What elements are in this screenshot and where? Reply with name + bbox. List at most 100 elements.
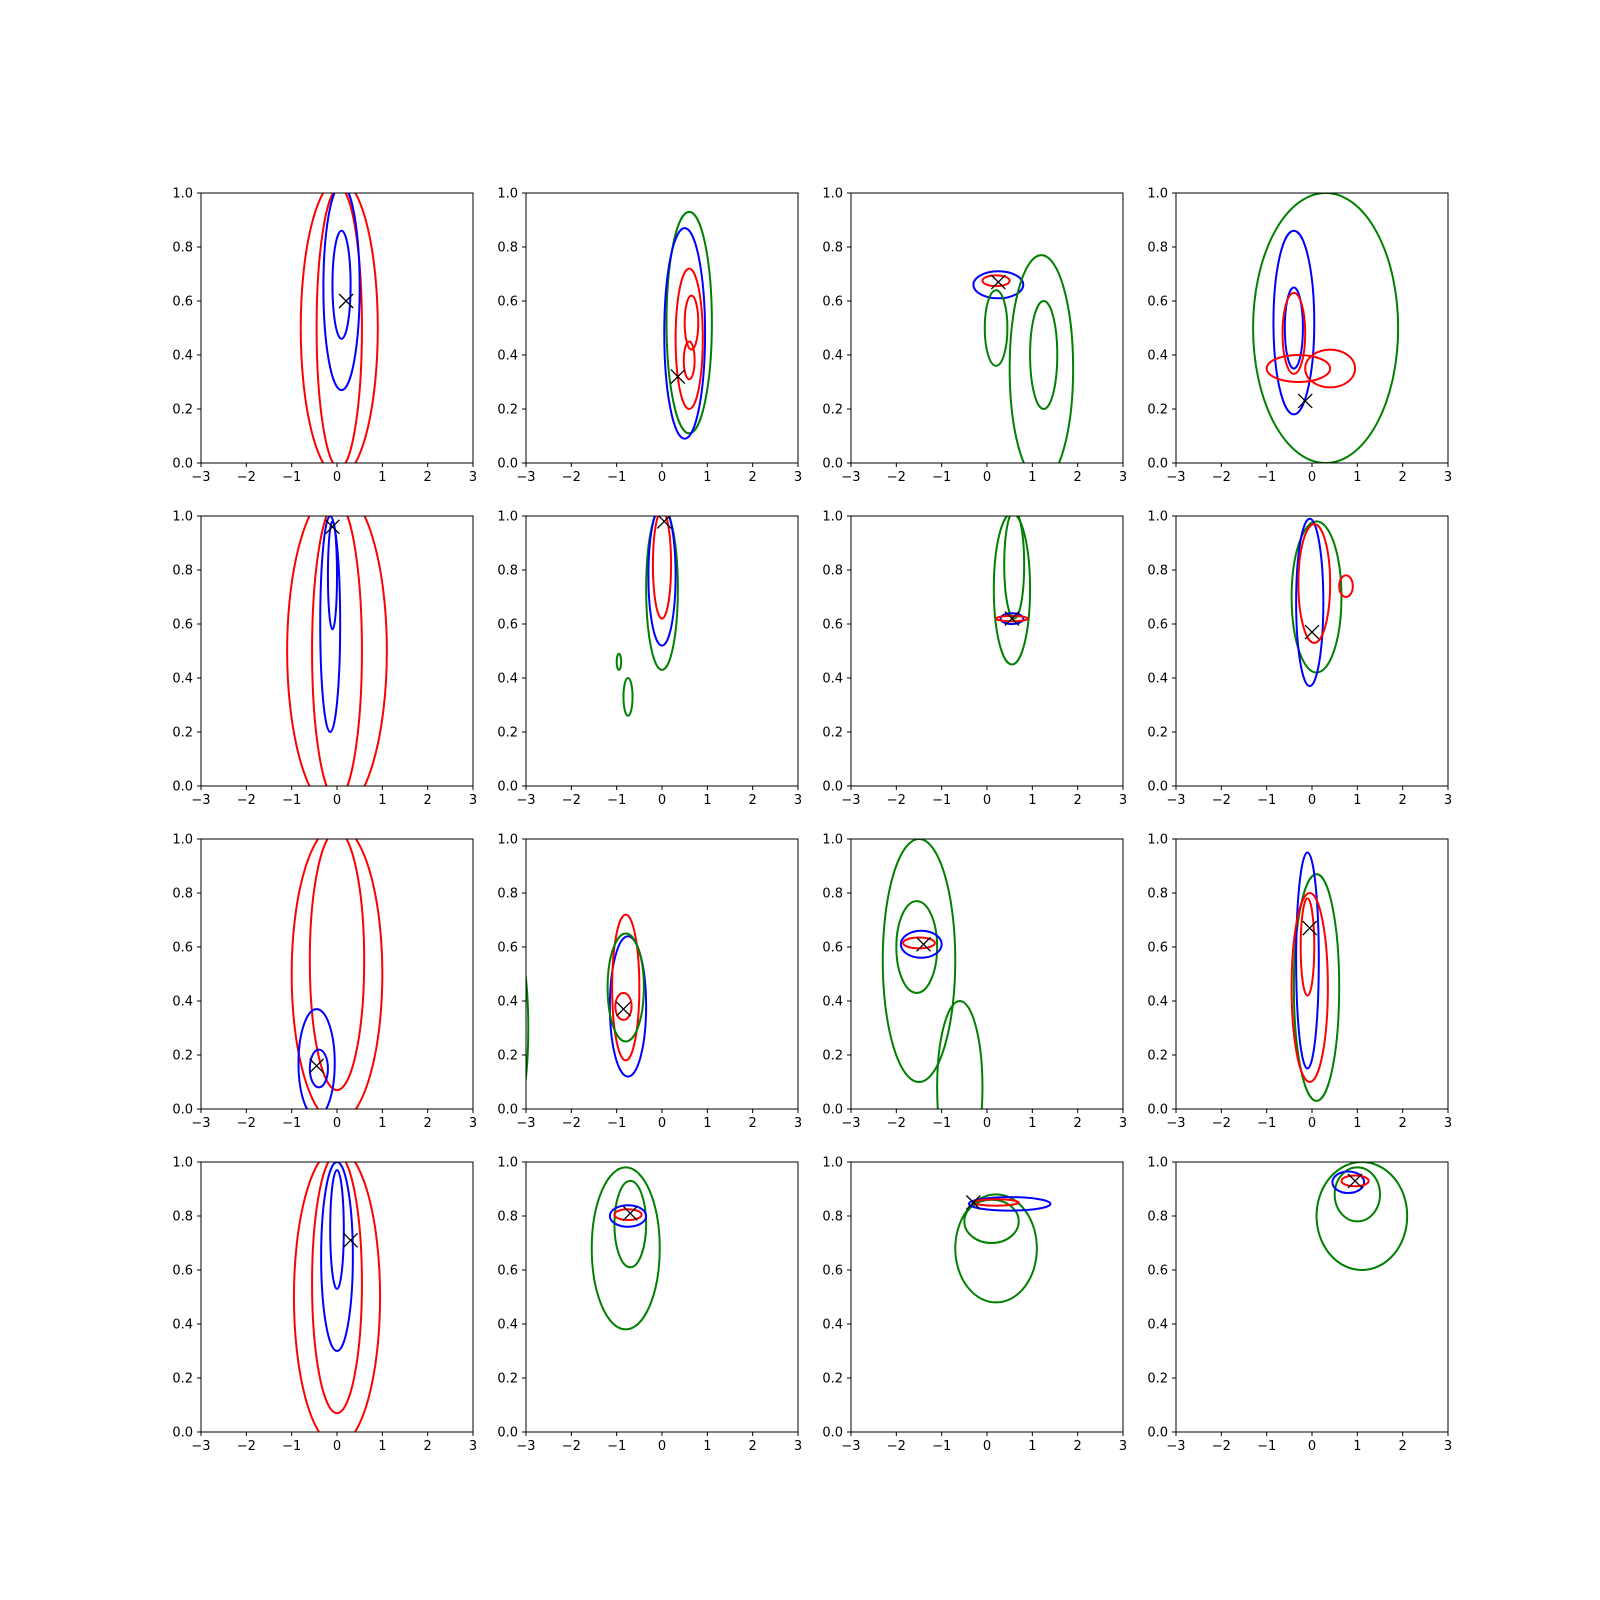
x-tick-label: 1: [378, 470, 386, 485]
panel-1-1: −3 −2 −1 0 1 2 3 0.0 0.2 0.4 0.6 0.8 1.0: [172, 187, 477, 486]
x-tick-label: 0: [983, 470, 991, 485]
red-contour: [651, 516, 673, 620]
x-marker: [343, 1232, 359, 1248]
y-tick-label: 0.6: [1147, 941, 1168, 956]
y-tick-label: 0.0: [1147, 1103, 1168, 1118]
blue-contour: [967, 1196, 1052, 1212]
blue-contour: [647, 516, 677, 647]
plot-area: [881, 839, 984, 1109]
plot-area: [292, 1162, 382, 1432]
x-tick-label: 3: [469, 470, 477, 485]
green-contour: [895, 900, 939, 994]
axes-frame: [525, 515, 799, 787]
y-tick-label: 0.0: [822, 457, 843, 472]
red-contour: [299, 193, 379, 463]
green-contour: [606, 932, 645, 1043]
x-marker: [990, 274, 1006, 290]
y-tick-label: 0.6: [497, 1264, 518, 1279]
blue-contour: [1295, 517, 1325, 688]
x-tick-label: 2: [424, 470, 432, 485]
red-contour: [286, 516, 388, 786]
axes-frame: [850, 515, 1124, 787]
y-tick-label: 0.0: [497, 780, 518, 795]
x-tick-label: −3: [1166, 470, 1185, 485]
y-tick-label: 0.4: [497, 672, 518, 687]
x-marker: [309, 1058, 325, 1074]
y-tick-label: 0.0: [172, 1426, 193, 1441]
red-contour: [311, 1162, 363, 1415]
panel-3-2: −3 −2 −1 0 1 2 3 0.0 0.2 0.4 0.6 0.8 1.0: [497, 833, 802, 1132]
x-marker: [1304, 624, 1320, 640]
panel-4-1: −3 −2 −1 0 1 2 3 0.0 0.2 0.4 0.6 0.8 1.0: [172, 1156, 477, 1455]
plot-area: [1315, 1162, 1409, 1271]
red-contour: [290, 839, 384, 1109]
x-marker: [1347, 1173, 1363, 1189]
axes-frame: [1175, 1161, 1449, 1433]
panel-1-4: −3 −2 −1 0 1 2 3 0.0 0.2 0.4 0.6 0.8 1.0: [1147, 187, 1452, 486]
x-tick-label: 2: [749, 1116, 757, 1131]
x-tick-label: −3: [1166, 1116, 1185, 1131]
x-tick-label: −3: [841, 793, 860, 808]
y-tick-label: 0.4: [822, 1318, 843, 1333]
y-tick-label: 0.6: [497, 295, 518, 310]
x-tick-label: −3: [516, 1439, 535, 1454]
y-tick-label: 1.0: [497, 187, 518, 202]
x-tick-label: 2: [1074, 1439, 1082, 1454]
y-tick-label: 0.8: [172, 241, 193, 256]
x-tick-label: 2: [1074, 793, 1082, 808]
x-tick-label: −2: [887, 470, 906, 485]
y-tick-label: 0.2: [822, 403, 843, 418]
x-tick-label: −1: [607, 793, 626, 808]
x-tick-label: 0: [1308, 793, 1316, 808]
x-tick-label: −2: [887, 1116, 906, 1131]
red-contour: [613, 1208, 643, 1222]
y-tick-label: 0.6: [822, 295, 843, 310]
y-tick-label: 0.6: [172, 941, 193, 956]
green-contour: [1029, 300, 1059, 410]
y-tick-label: 0.8: [822, 887, 843, 902]
x-tick-label: 2: [1399, 1439, 1407, 1454]
y-tick-label: 0.6: [1147, 1264, 1168, 1279]
x-tick-label: 0: [658, 470, 666, 485]
x-tick-label: 1: [1028, 1439, 1036, 1454]
y-tick-label: 0.0: [822, 1103, 843, 1118]
y-tick-label: 1.0: [822, 1156, 843, 1171]
x-tick-label: 3: [794, 1116, 802, 1131]
y-tick-label: 0.8: [497, 887, 518, 902]
y-tick-label: 0.2: [822, 1372, 843, 1387]
red-contour: [315, 193, 363, 463]
x-tick-label: −3: [516, 470, 535, 485]
x-tick-label: −1: [607, 1116, 626, 1131]
x-tick-label: 3: [1444, 1116, 1452, 1131]
x-tick-label: −1: [932, 793, 951, 808]
x-tick-label: −3: [516, 793, 535, 808]
x-tick-label: 3: [794, 1439, 802, 1454]
red-contour: [995, 614, 1029, 623]
x-tick-label: −2: [562, 1116, 581, 1131]
red-contour: [292, 1162, 382, 1432]
x-marker: [616, 1001, 631, 1017]
blue-contour: [322, 193, 361, 392]
x-tick-label: 3: [469, 793, 477, 808]
green-contour: [936, 1000, 984, 1109]
green-contour: [881, 839, 957, 1083]
x-tick-label: −3: [841, 1439, 860, 1454]
y-tick-label: 0.0: [1147, 780, 1168, 795]
x-tick-label: 2: [424, 1116, 432, 1131]
red-contour: [1290, 892, 1329, 1083]
green-contour: [1008, 254, 1075, 463]
blue-contour: [1295, 851, 1320, 1070]
x-tick-label: 0: [1308, 1439, 1316, 1454]
x-tick-label: −2: [1212, 1439, 1231, 1454]
y-tick-label: 0.4: [172, 995, 193, 1010]
y-tick-label: 0.0: [497, 1426, 518, 1441]
y-tick-label: 0.2: [172, 403, 193, 418]
y-tick-label: 0.0: [822, 780, 843, 795]
y-tick-label: 0.6: [497, 941, 518, 956]
x-tick-label: 0: [658, 1116, 666, 1131]
x-tick-label: 3: [1119, 1116, 1127, 1131]
plot-area: [1290, 851, 1341, 1102]
y-tick-label: 1.0: [822, 833, 843, 848]
x-tick-label: 2: [1399, 470, 1407, 485]
x-tick-label: 3: [1119, 470, 1127, 485]
